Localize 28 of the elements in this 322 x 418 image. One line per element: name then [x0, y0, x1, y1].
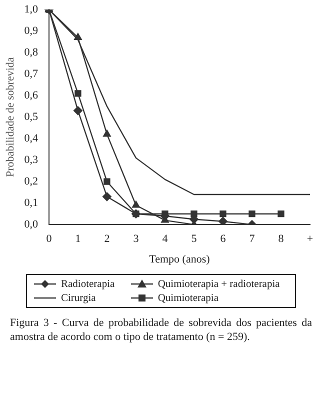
legend-label: Cirurgia	[61, 292, 96, 304]
legend-label: Quimioterapia + radioterapia	[158, 278, 280, 290]
y-tick-label: 0,8	[24, 46, 38, 58]
x-tick-label: 0	[46, 233, 52, 246]
legend-label: Radioterapia	[61, 278, 115, 290]
y-tick-label: 0,9	[24, 24, 38, 37]
y-tick-label: 1,0	[24, 3, 38, 16]
legend-label: Quimioterapia	[158, 292, 218, 304]
y-tick-label: 0,2	[24, 175, 38, 188]
y-tick-label: 0,6	[24, 89, 38, 102]
x-tick-label: 7	[249, 233, 256, 246]
x-tick-label: 2	[104, 233, 110, 246]
text: Figura 3 - Curva de probabilidade de sobrevida dos pacientes da amostra de acordo com o tipo de tratamento (n = 259).	[10, 316, 312, 345]
y-tick-label: 0,4	[24, 132, 38, 144]
y-tick-label: 0,3	[24, 154, 38, 166]
y-axis-title: Probabilidade de sobrevida	[4, 57, 16, 177]
y-tick-label: 0,7	[24, 68, 38, 80]
x-tick-label: 6	[220, 233, 226, 246]
x-tick-label: 3	[133, 233, 140, 246]
y-tick-label: 0,5	[24, 110, 38, 123]
y-tick-label: 0,1	[24, 196, 38, 209]
x-axis-title: Tempo (anos)	[149, 253, 210, 266]
x-tick-label: 4	[162, 233, 168, 246]
y-tick-label: 0,0	[24, 218, 38, 230]
x-tick-label: 1	[75, 233, 81, 246]
x-tick-label: +	[306, 233, 314, 246]
x-tick-label: 8	[278, 233, 284, 246]
x-tick-label: 5	[191, 233, 198, 246]
